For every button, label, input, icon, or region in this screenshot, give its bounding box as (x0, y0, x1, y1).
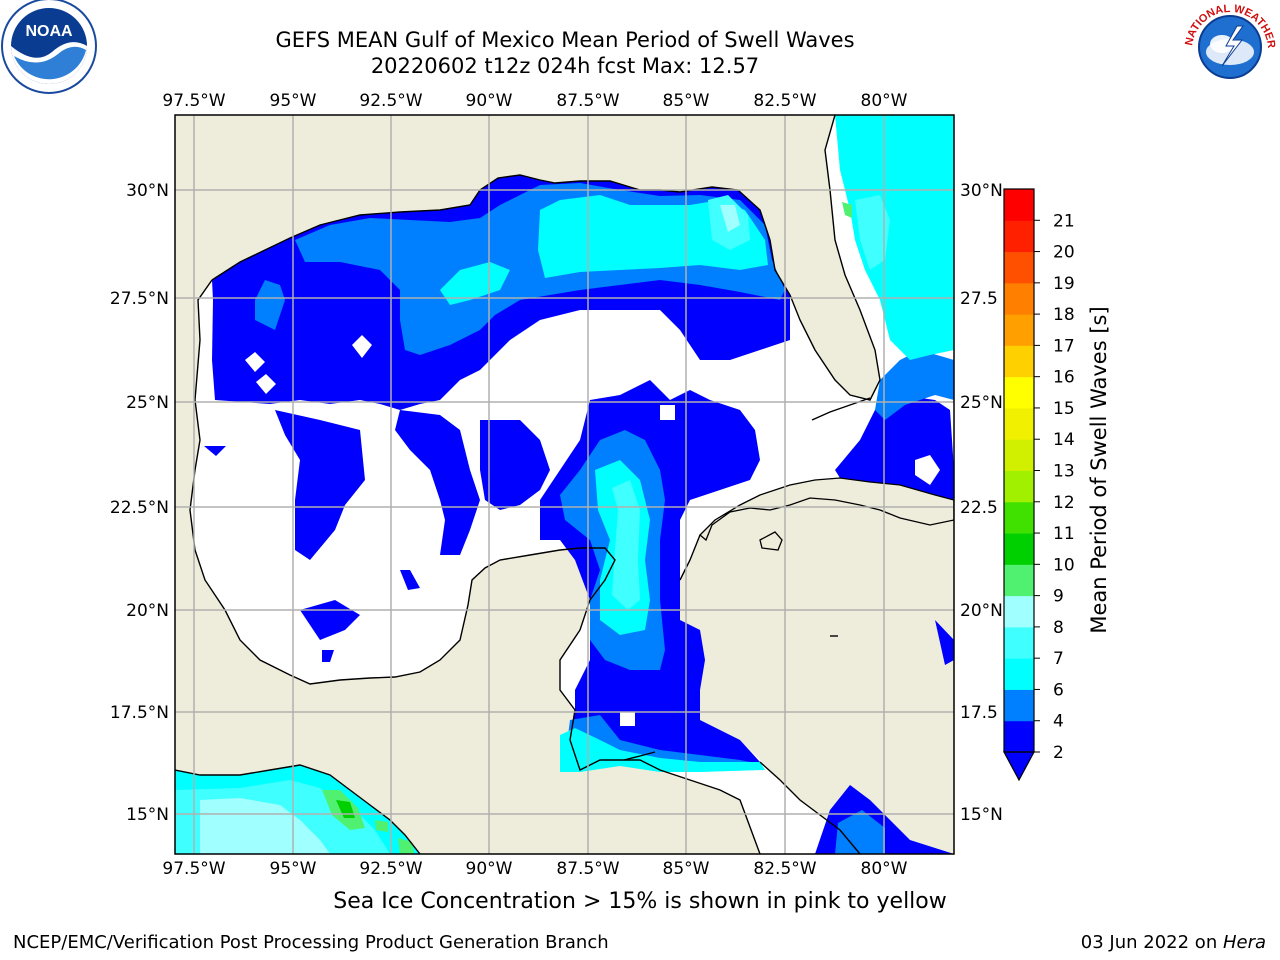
lon-tick: 92.5°W (359, 859, 422, 879)
lat-tick: 17.5 (960, 703, 998, 723)
colorbar-tick-label: 17 (1053, 336, 1075, 356)
lat-ticks-left: 30°N 27.5°N 25°N 22.5°N 20°N 17.5°N 15°N (110, 181, 169, 825)
lat-tick: 27.5°N (110, 289, 169, 309)
colorbar-tick-label: 15 (1053, 399, 1075, 419)
no-data-holes (245, 310, 940, 726)
colorbar-ticks: 2 4 6 7 8 9 10 11 12 13 14 15 16 17 18 19 20 21 (1034, 211, 1075, 763)
colorbar-bin (1004, 189, 1034, 221)
lat-tick: 17.5°N (110, 703, 169, 723)
sea-ice-caption: Sea Ice Concentration > 15% is shown in … (333, 889, 947, 914)
colorbar-tick-label: 19 (1053, 274, 1075, 294)
colorbar-tick-label: 8 (1053, 618, 1064, 638)
lat-tick: 20°N (126, 601, 169, 621)
coastlines (699, 477, 954, 551)
colorbar-tick-label: 20 (1053, 243, 1075, 263)
colorbar-bin (1004, 720, 1034, 753)
lon-tick: 97.5°W (162, 859, 225, 879)
graticule (175, 115, 954, 854)
colorbar-bin (1004, 470, 1034, 503)
national-weather-service-logo: NATIONAL WEATHER SERVICE (0, 0, 1277, 93)
colorbar-bin (1004, 439, 1034, 471)
chart-subtitle: 20220602 t12z 024h fcst Max: 12.57 (370, 54, 760, 78)
colorbar-tick-label: 10 (1053, 555, 1075, 575)
lat-tick: 30°N (960, 181, 1003, 201)
lat-tick: 22.5 (960, 498, 998, 518)
colorbar-label: Mean Period of Swell Waves [s] (1087, 306, 1111, 633)
colorbar-bin (1004, 220, 1034, 253)
colorbar-tick-label: 13 (1053, 462, 1075, 482)
lat-tick: 27.5 (960, 289, 998, 309)
colorbar-tick-label: 4 (1053, 712, 1064, 732)
lon-tick: 95°W (270, 859, 317, 879)
nws-logo-text: NATIONAL WEATHER SERVICE (0, 0, 1277, 49)
colorbar-bin (1004, 282, 1034, 315)
lon-tick: 87.5°W (556, 859, 619, 879)
colorbar-tick-label: 9 (1053, 587, 1064, 607)
noaa-logo: NOAA (1, 0, 97, 94)
lon-ticks-top: 97.5°W 95°W 92.5°W 90°W 87.5°W 85°W 82.5… (162, 91, 907, 111)
lon-tick: 82.5°W (753, 91, 816, 111)
colorbar-tick-label: 6 (1053, 680, 1064, 700)
lat-tick: 15°N (126, 805, 169, 825)
colorbar-bin (1004, 251, 1034, 284)
lon-tick: 97.5°W (162, 91, 225, 111)
colorbar-bin (1004, 658, 1034, 690)
lon-tick: 92.5°W (359, 91, 422, 111)
map-frame (174, 114, 955, 855)
colorbar-bin (1004, 314, 1034, 346)
colorbar-bin (1004, 595, 1034, 628)
lon-tick: 95°W (270, 91, 317, 111)
lat-tick: 20°N (960, 601, 1003, 621)
lon-tick: 82.5°W (753, 859, 816, 879)
colorbar-under-arrow (1002, 751, 1036, 782)
swell-8-9s (200, 205, 740, 854)
lon-tick: 80°W (861, 859, 908, 879)
colorbar-bin (1004, 564, 1034, 597)
lat-tick: 15°N (960, 805, 1003, 825)
lon-tick: 90°W (466, 91, 513, 111)
colorbar-bin (1004, 501, 1034, 534)
colorbar-tick-label: 12 (1053, 493, 1075, 513)
colorbar-tick-label: 16 (1053, 368, 1075, 388)
colorbar-tick-label: 14 (1053, 430, 1075, 450)
lon-tick: 85°W (663, 859, 710, 879)
footer-host: Hera (1222, 932, 1266, 953)
lat-tick: 25°N (126, 393, 169, 413)
lon-tick: 90°W (466, 859, 513, 879)
colorbar-bin (1004, 376, 1034, 409)
colorbar-tick-label: 18 (1053, 305, 1075, 325)
footer-date-text: 03 Jun 2022 on (1080, 932, 1223, 953)
footer-credit: NCEP/EMC/Verification Post Processing Pr… (13, 932, 609, 953)
colorbar-bin (1004, 533, 1034, 565)
colorbar-bin (1004, 407, 1034, 440)
colorbar-bin (1004, 345, 1034, 378)
map-plot-area (175, 115, 954, 854)
lat-tick: 30°N (126, 181, 169, 201)
lon-ticks-bottom: 97.5°W 95°W 92.5°W 90°W 87.5°W 85°W 82.5… (162, 859, 907, 879)
lon-tick: 80°W (861, 91, 908, 111)
lon-tick: 87.5°W (556, 91, 619, 111)
footer-date: 03 Jun 2022 on Hera (1081, 932, 1266, 953)
lat-tick: 25°N (960, 393, 1003, 413)
colorbar-tick-label: 11 (1053, 524, 1075, 544)
colorbar-tick-label: 2 (1053, 743, 1064, 763)
lat-tick: 22.5°N (110, 498, 169, 518)
colorbar-tick-label: 21 (1053, 211, 1075, 231)
noaa-logo-text: NOAA (25, 23, 73, 40)
chart-title: GEFS MEAN Gulf of Mexico Mean Period of … (275, 28, 855, 52)
colorbar (1004, 189, 1034, 753)
lat-ticks-right: 30°N 27.5 25°N 22.5 20°N 17.5 15°N (960, 181, 1003, 825)
lon-tick: 85°W (663, 91, 710, 111)
colorbar-bin (1004, 626, 1034, 659)
colorbar-tick-label: 7 (1053, 649, 1064, 669)
colorbar-bin (1004, 689, 1034, 722)
